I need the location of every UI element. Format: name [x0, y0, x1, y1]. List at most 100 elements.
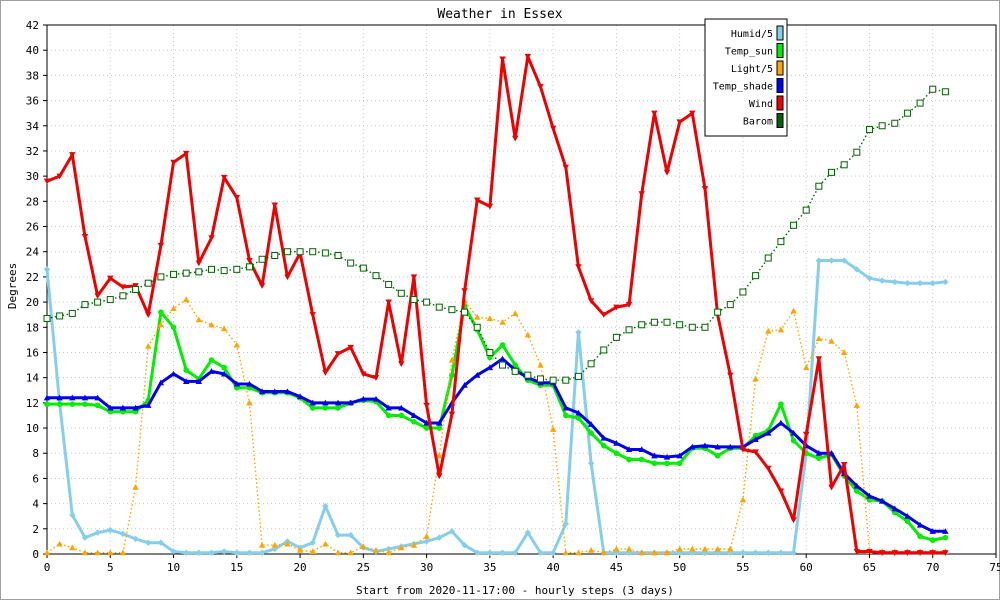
- data-point-light-5: [107, 549, 114, 556]
- data-point-wind: [562, 164, 569, 171]
- data-point-wind: [511, 135, 519, 142]
- y-tick-label: 4: [32, 498, 39, 511]
- data-point-temp-shade: [372, 395, 380, 402]
- data-point-light-5: [372, 547, 380, 553]
- data-point-barom: [600, 346, 608, 354]
- data-point-wind: [638, 191, 645, 197]
- x-tick-label: 65: [863, 561, 876, 574]
- data-point-barom: [929, 85, 937, 93]
- data-point-humid-5: [575, 329, 582, 336]
- data-point-humid-5: [739, 549, 747, 556]
- data-point-light-5: [334, 549, 342, 556]
- data-point-barom: [802, 206, 810, 214]
- data-point-temp-sun: [752, 432, 759, 439]
- legend-swatch-barom: [776, 113, 784, 128]
- x-tick-label: 55: [736, 561, 749, 574]
- plot-area-border: [46, 24, 997, 555]
- data-point-wind: [803, 431, 810, 438]
- data-point-humid-5: [904, 280, 911, 287]
- legend-swatch-humid-5: [776, 25, 784, 41]
- data-point-temp-shade: [904, 513, 911, 519]
- data-point-barom: [941, 88, 949, 96]
- data-point-light-5: [208, 321, 215, 328]
- data-point-light-5: [423, 533, 430, 539]
- data-point-barom: [638, 321, 646, 329]
- data-point-temp-shade: [727, 443, 734, 450]
- data-point-temp-sun: [436, 425, 443, 431]
- data-point-wind: [765, 465, 772, 472]
- data-point-wind: [461, 288, 468, 294]
- data-point-temp-shade: [916, 521, 924, 528]
- data-point-temp-shade: [145, 402, 152, 408]
- data-point-light-5: [195, 316, 203, 323]
- data-point-light-5: [613, 545, 620, 552]
- x-axis-label: Start from 2020-11-17:00 - hourly steps …: [356, 584, 674, 597]
- data-point-temp-shade: [208, 368, 215, 374]
- data-point-barom: [56, 312, 64, 320]
- x-tick-label: 70: [926, 561, 939, 574]
- data-point-humid-5: [790, 549, 797, 556]
- data-point-light-5: [752, 375, 759, 382]
- data-point-barom: [486, 348, 494, 356]
- data-point-humid-5: [929, 280, 936, 287]
- data-point-wind: [625, 302, 633, 308]
- legend-swatch-wind: [776, 95, 784, 111]
- data-point-temp-shade: [170, 370, 177, 377]
- data-point-humid-5: [81, 534, 89, 541]
- data-point-wind: [410, 274, 418, 281]
- data-point-temp-sun: [917, 533, 923, 540]
- y-tick-label: 16: [26, 346, 39, 359]
- data-point-barom: [524, 371, 532, 379]
- y-tick-label: 24: [26, 246, 40, 259]
- data-point-humid-5: [385, 545, 392, 553]
- data-point-humid-5: [752, 549, 759, 556]
- data-point-barom: [625, 326, 633, 334]
- data-point-wind: [81, 234, 89, 240]
- data-point-humid-5: [840, 257, 848, 264]
- data-point-humid-5: [195, 549, 203, 556]
- data-point-temp-sun: [335, 405, 341, 411]
- data-point-wind: [878, 550, 886, 556]
- data-point-light-5: [145, 342, 152, 349]
- data-point-wind: [448, 411, 456, 418]
- y-tick-label: 2: [32, 523, 39, 536]
- data-point-temp-shade: [322, 399, 329, 406]
- data-point-barom: [916, 99, 924, 107]
- y-tick-label: 20: [26, 296, 39, 309]
- data-point-barom: [233, 265, 241, 273]
- data-point-humid-5: [119, 530, 127, 538]
- data-point-light-5: [271, 541, 278, 548]
- data-point-light-5: [537, 361, 544, 368]
- data-point-temp-sun: [487, 354, 493, 361]
- data-point-wind: [119, 284, 127, 291]
- series-line-light-5: [46, 298, 946, 554]
- data-point-wind: [613, 304, 620, 311]
- data-point-light-5: [436, 452, 443, 459]
- data-point-humid-5: [916, 280, 924, 287]
- data-point-temp-shade: [866, 492, 873, 499]
- data-point-wind: [524, 53, 532, 60]
- data-point-barom: [903, 109, 911, 117]
- data-point-barom: [752, 272, 760, 280]
- data-point-barom: [777, 238, 785, 246]
- data-point-light-5: [56, 540, 63, 547]
- data-point-barom: [701, 323, 709, 331]
- data-point-temp-sun: [588, 430, 594, 436]
- data-point-temp-sun: [676, 460, 683, 467]
- data-point-temp-sun: [778, 401, 784, 407]
- data-point-temp-shade: [107, 404, 114, 411]
- data-point-barom: [245, 263, 253, 271]
- data-point-humid-5: [258, 549, 266, 556]
- data-point-wind: [651, 110, 658, 117]
- data-point-light-5: [474, 314, 481, 320]
- y-tick-label: 28: [26, 195, 39, 208]
- data-point-humid-5: [157, 539, 165, 546]
- data-point-light-5: [182, 296, 190, 303]
- data-point-temp-sun: [170, 324, 177, 331]
- data-point-temp-shade: [423, 419, 430, 426]
- legend-swatch-temp-sun: [776, 43, 784, 58]
- data-point-barom: [410, 296, 418, 304]
- data-point-barom: [68, 309, 76, 317]
- data-point-light-5: [701, 545, 709, 552]
